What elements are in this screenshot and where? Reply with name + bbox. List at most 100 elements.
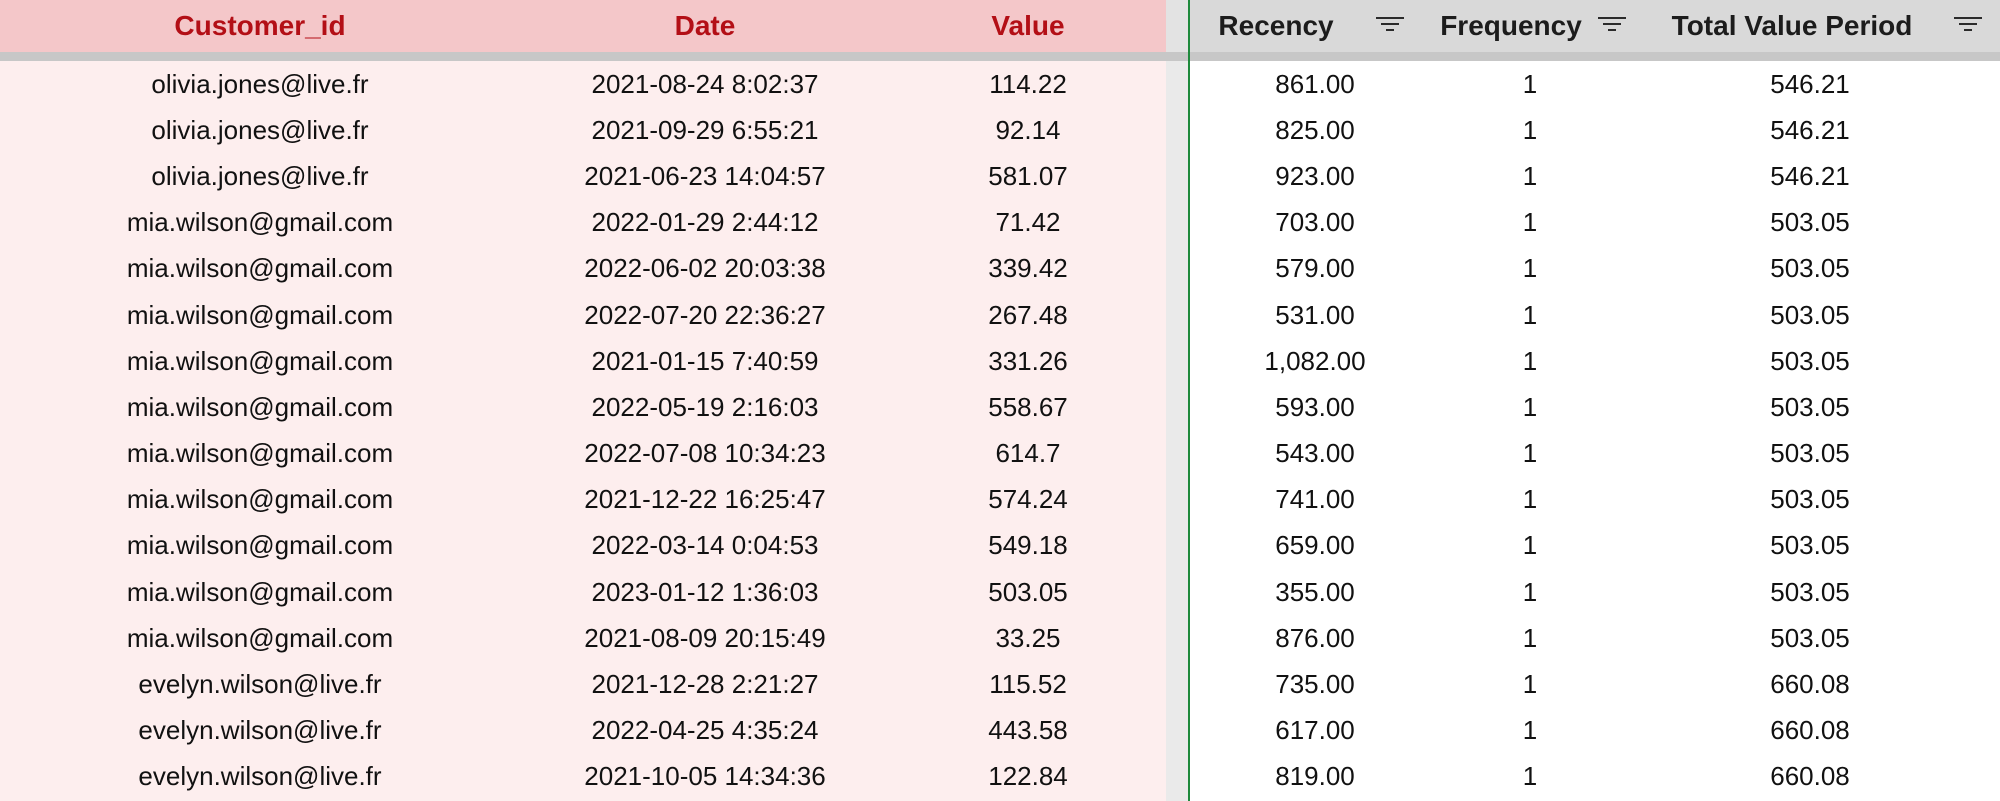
cell-total-value-period[interactable]: 503.05 [1770,345,1850,376]
cell-date[interactable]: 2022-06-02 20:03:38 [584,253,826,284]
cell-value[interactable]: 122.84 [988,761,1068,792]
cell-frequency[interactable]: 1 [1522,160,1538,191]
cell-value[interactable]: 114.22 [989,68,1067,99]
cell-value[interactable]: 614.7 [995,438,1061,469]
cell-frequency[interactable]: 1 [1522,253,1538,284]
cell-frequency[interactable]: 1 [1522,669,1538,700]
cell-date[interactable]: 2022-01-29 2:44:12 [591,207,819,238]
cell-date[interactable]: 2021-08-24 8:02:37 [591,68,819,99]
cell-customer-id[interactable]: mia.wilson@gmail.com [126,391,394,422]
cell-recency[interactable]: 741.00 [1275,484,1355,515]
cell-recency[interactable]: 543.00 [1275,438,1355,469]
cell-total-value-period[interactable]: 503.05 [1770,576,1850,607]
cell-date[interactable]: 2021-12-28 2:21:27 [591,669,819,700]
cell-recency[interactable]: 617.00 [1275,715,1355,746]
cell-recency[interactable]: 923.00 [1275,160,1355,191]
cell-customer-id[interactable]: evelyn.wilson@live.fr [138,669,382,700]
cell-total-value-period[interactable]: 503.05 [1770,484,1850,515]
header-customer-id[interactable]: Customer_id [0,0,520,52]
cell-frequency[interactable]: 1 [1522,114,1538,145]
cell-total-value-period[interactable]: 503.05 [1770,622,1850,653]
cell-recency[interactable]: 355.00 [1275,576,1355,607]
cell-value[interactable]: 549.18 [988,530,1068,561]
cell-recency[interactable]: 819.00 [1275,761,1355,792]
cell-total-value-period[interactable]: 546.21 [1770,114,1850,145]
header-date[interactable]: Date [520,0,890,52]
filter-icon[interactable] [1954,17,1982,35]
cell-customer-id[interactable]: mia.wilson@gmail.com [126,622,394,653]
cell-customer-id[interactable]: olivia.jones@live.fr [151,68,369,99]
cell-value[interactable]: 503.05 [988,576,1068,607]
cell-date[interactable]: 2022-07-20 22:36:27 [584,299,826,330]
cell-value[interactable]: 71.42 [995,207,1061,238]
cell-value[interactable]: 115.52 [989,669,1067,700]
cell-recency[interactable]: 579.00 [1275,253,1355,284]
cell-date[interactable]: 2022-07-08 10:34:23 [584,438,826,469]
cell-value[interactable]: 33.25 [995,622,1061,653]
cell-customer-id[interactable]: mia.wilson@gmail.com [126,576,394,607]
cell-value[interactable]: 92.14 [995,114,1061,145]
header-value[interactable]: Value [890,0,1166,52]
cell-customer-id[interactable]: olivia.jones@live.fr [151,160,369,191]
cell-date[interactable]: 2022-04-25 4:35:24 [591,715,819,746]
cell-customer-id[interactable]: olivia.jones@live.fr [151,114,369,145]
cell-date[interactable]: 2021-09-29 6:55:21 [591,114,819,145]
cell-value[interactable]: 267.48 [988,299,1068,330]
cell-total-value-period[interactable]: 546.21 [1770,68,1850,99]
cell-value[interactable]: 581.07 [988,160,1068,191]
cell-recency[interactable]: 659.00 [1275,530,1355,561]
header-frequency[interactable]: Frequency [1422,0,1644,52]
cell-total-value-period[interactable]: 503.05 [1770,253,1850,284]
cell-frequency[interactable]: 1 [1522,207,1538,238]
cell-frequency[interactable]: 1 [1522,484,1538,515]
cell-value[interactable]: 339.42 [988,253,1068,284]
cell-customer-id[interactable]: evelyn.wilson@live.fr [138,715,382,746]
cell-customer-id[interactable]: mia.wilson@gmail.com [126,530,394,561]
cell-frequency[interactable]: 1 [1522,345,1538,376]
cell-value[interactable]: 574.24 [988,484,1068,515]
cell-date[interactable]: 2021-01-15 7:40:59 [591,345,819,376]
cell-date[interactable]: 2021-06-23 14:04:57 [584,160,826,191]
header-recency[interactable]: Recency [1190,0,1422,52]
cell-customer-id[interactable]: mia.wilson@gmail.com [126,207,394,238]
cell-frequency[interactable]: 1 [1522,391,1538,422]
cell-frequency[interactable]: 1 [1522,622,1538,653]
filter-icon[interactable] [1376,17,1404,35]
cell-date[interactable]: 2021-08-09 20:15:49 [584,622,826,653]
cell-frequency[interactable]: 1 [1522,530,1538,561]
cell-customer-id[interactable]: mia.wilson@gmail.com [126,299,394,330]
cell-total-value-period[interactable]: 503.05 [1770,299,1850,330]
cell-value[interactable]: 443.58 [988,715,1068,746]
cell-date[interactable]: 2023-01-12 1:36:03 [591,576,819,607]
cell-total-value-period[interactable]: 503.05 [1770,207,1850,238]
cell-total-value-period[interactable]: 503.05 [1770,438,1850,469]
cell-recency[interactable]: 531.00 [1275,299,1355,330]
header-total-value-period[interactable]: Total Value Period [1644,0,2000,52]
cell-recency[interactable]: 1,082.00 [1264,345,1366,376]
cell-frequency[interactable]: 1 [1522,576,1538,607]
cell-recency[interactable]: 825.00 [1275,114,1355,145]
cell-customer-id[interactable]: mia.wilson@gmail.com [126,438,394,469]
cell-value[interactable]: 331.26 [988,345,1068,376]
cell-date[interactable]: 2022-03-14 0:04:53 [591,530,819,561]
cell-recency[interactable]: 861.00 [1275,68,1355,99]
cell-total-value-period[interactable]: 546.21 [1770,160,1850,191]
cell-total-value-period[interactable]: 503.05 [1770,530,1850,561]
cell-customer-id[interactable]: mia.wilson@gmail.com [126,253,394,284]
cell-customer-id[interactable]: mia.wilson@gmail.com [126,345,394,376]
cell-date[interactable]: 2021-12-22 16:25:47 [584,484,826,515]
cell-total-value-period[interactable]: 660.08 [1770,761,1850,792]
cell-value[interactable]: 558.67 [988,391,1068,422]
cell-frequency[interactable]: 1 [1522,68,1538,99]
cell-customer-id[interactable]: mia.wilson@gmail.com [126,484,394,515]
cell-customer-id[interactable]: evelyn.wilson@live.fr [138,761,382,792]
cell-recency[interactable]: 593.00 [1275,391,1355,422]
cell-frequency[interactable]: 1 [1522,438,1538,469]
cell-recency[interactable]: 703.00 [1275,207,1355,238]
cell-frequency[interactable]: 1 [1522,715,1538,746]
cell-date[interactable]: 2022-05-19 2:16:03 [591,391,819,422]
cell-frequency[interactable]: 1 [1522,761,1538,792]
cell-total-value-period[interactable]: 660.08 [1770,715,1850,746]
cell-frequency[interactable]: 1 [1522,299,1538,330]
cell-recency[interactable]: 876.00 [1275,622,1355,653]
